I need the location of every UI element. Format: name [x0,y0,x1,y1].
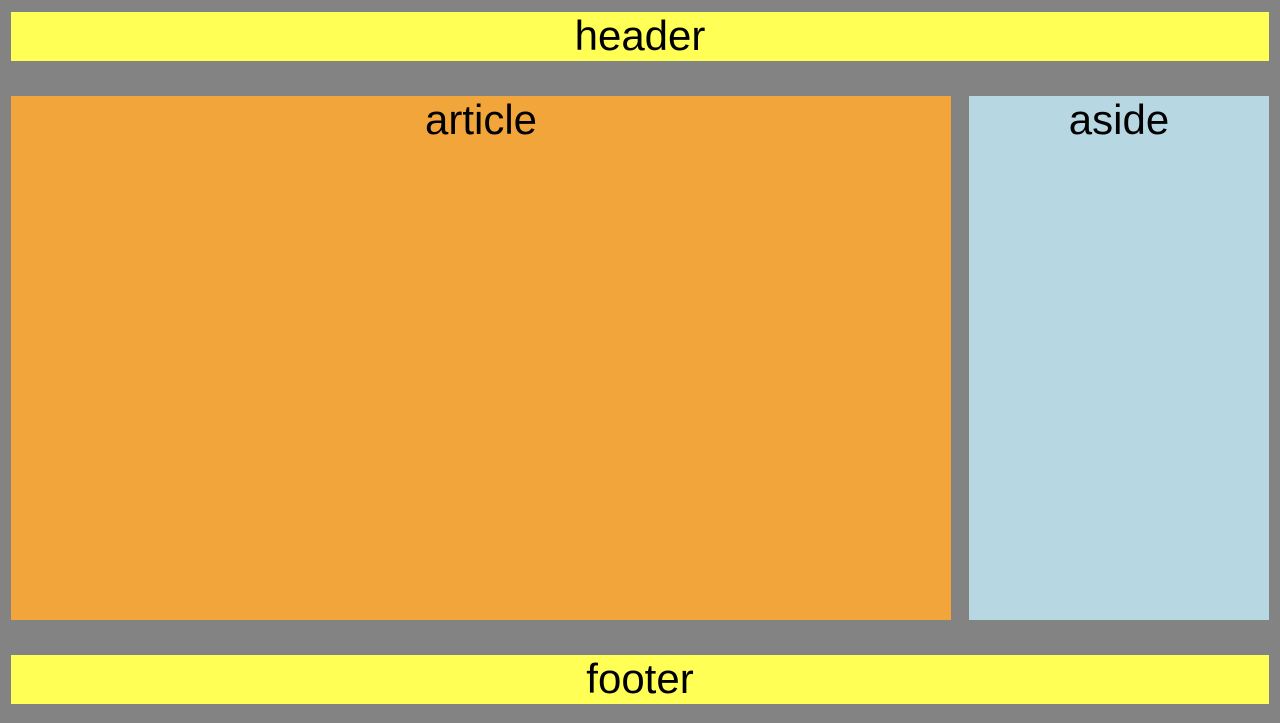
header-label: header [574,12,706,59]
header-region: header [11,12,1269,61]
footer-region: footer [11,655,1269,704]
aside-region: aside [969,96,1269,620]
aside-label: aside [1068,96,1170,143]
article-region: article [11,96,951,620]
article-label: article [424,96,538,143]
footer-label: footer [586,655,694,702]
